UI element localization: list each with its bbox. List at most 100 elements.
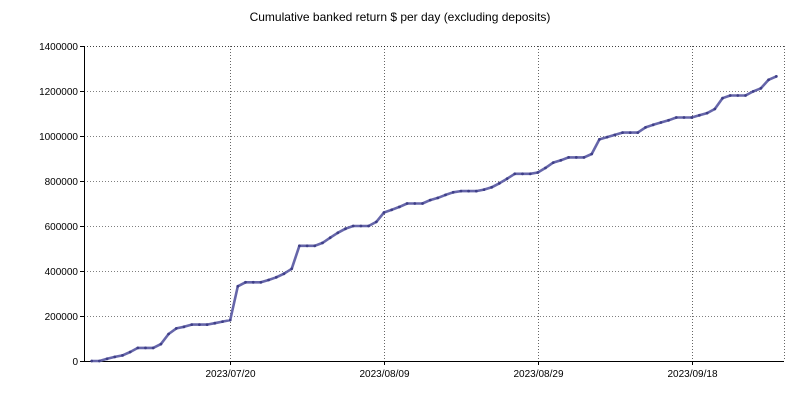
x-tick-label: 2023/08/29: [513, 369, 563, 380]
data-point: [259, 280, 263, 284]
data-point: [374, 220, 378, 224]
data-point: [736, 94, 740, 97]
data-point: [559, 158, 563, 162]
x-tick-label: 2023/08/09: [359, 369, 409, 380]
data-point: [174, 327, 178, 330]
data-point: [405, 202, 409, 205]
y-tick-label: 800000: [45, 177, 79, 188]
data-point: [121, 354, 124, 357]
data-point: [598, 138, 601, 141]
data-point: [90, 359, 94, 363]
data-point: [213, 321, 217, 325]
series: [90, 75, 778, 363]
data-point: [659, 121, 663, 124]
data-point: [398, 205, 401, 209]
x-tick-label: 2023/07/20: [205, 369, 255, 380]
data-point: [713, 107, 717, 111]
data-point: [651, 123, 655, 127]
data-point: [459, 189, 463, 193]
data-point: [228, 318, 232, 322]
data-point: [613, 133, 617, 137]
data-point: [251, 280, 255, 284]
data-point: [351, 224, 355, 228]
data-point: [513, 172, 517, 176]
data-point: [644, 126, 647, 129]
data-point: [167, 332, 171, 336]
data-point: [313, 244, 317, 248]
data-point: [159, 342, 163, 346]
data-point: [528, 172, 532, 176]
data-point: [544, 166, 547, 170]
data-point: [182, 325, 186, 329]
chart-title: Cumulative banked return $ per day (excl…: [249, 10, 551, 24]
data-point: [682, 116, 686, 119]
data-point: [521, 172, 524, 176]
data-point: [767, 78, 770, 82]
data-point: [474, 189, 478, 193]
data-point: [621, 131, 624, 135]
data-point: [590, 152, 594, 156]
data-point: [774, 75, 778, 78]
data-point: [582, 156, 586, 159]
data-point: [751, 90, 755, 93]
series-line: [90, 75, 778, 363]
data-point: [413, 202, 417, 205]
data-point: [551, 161, 555, 165]
data-point: [674, 116, 678, 119]
data-point: [328, 236, 332, 240]
data-point: [290, 267, 294, 271]
data-point: [190, 323, 194, 326]
data-point: [128, 350, 132, 354]
data-point: [98, 359, 101, 363]
data-point: [536, 171, 540, 174]
data-point: [305, 244, 309, 248]
data-point: [705, 111, 709, 115]
data-point: [574, 156, 578, 159]
y-tick-label: 1400000: [39, 42, 78, 53]
data-point: [482, 188, 486, 192]
data-point: [567, 156, 570, 159]
data-point: [236, 284, 240, 288]
y-tick-label: 0: [72, 357, 78, 368]
data-point: [451, 190, 455, 194]
data-point: [244, 280, 247, 284]
data-point: [467, 189, 470, 193]
y-tick-label: 1000000: [39, 132, 78, 143]
data-point: [728, 94, 732, 97]
data-point: [151, 346, 155, 350]
data-point: [298, 244, 301, 248]
data-point: [390, 208, 394, 212]
data-point: [267, 278, 270, 282]
data-point: [221, 320, 224, 323]
data-point: [498, 181, 501, 185]
data-point: [436, 196, 440, 200]
data-point: [321, 241, 324, 245]
data-point: [359, 224, 363, 228]
data-point: [428, 198, 432, 202]
data-point: [721, 96, 724, 100]
data-point: [382, 211, 386, 214]
data-point: [505, 177, 509, 181]
data-point: [144, 346, 147, 350]
y-tick-label: 1200000: [39, 87, 78, 98]
data-point: [605, 135, 609, 139]
data-point: [136, 346, 140, 350]
data-point: [105, 357, 109, 361]
y-tick-label: 600000: [45, 222, 79, 233]
data-point: [444, 193, 447, 197]
data-point: [698, 113, 701, 117]
y-tick-label: 200000: [45, 312, 79, 323]
data-point: [205, 323, 209, 326]
data-point: [690, 116, 694, 119]
data-point: [759, 86, 763, 90]
data-point: [274, 275, 278, 279]
data-point: [282, 272, 286, 276]
data-point: [490, 185, 494, 189]
grid: [84, 46, 785, 361]
data-point: [344, 227, 347, 231]
y-tick-label: 400000: [45, 267, 79, 278]
data-point: [628, 131, 632, 135]
data-point: [367, 224, 370, 228]
data-point: [198, 323, 201, 326]
